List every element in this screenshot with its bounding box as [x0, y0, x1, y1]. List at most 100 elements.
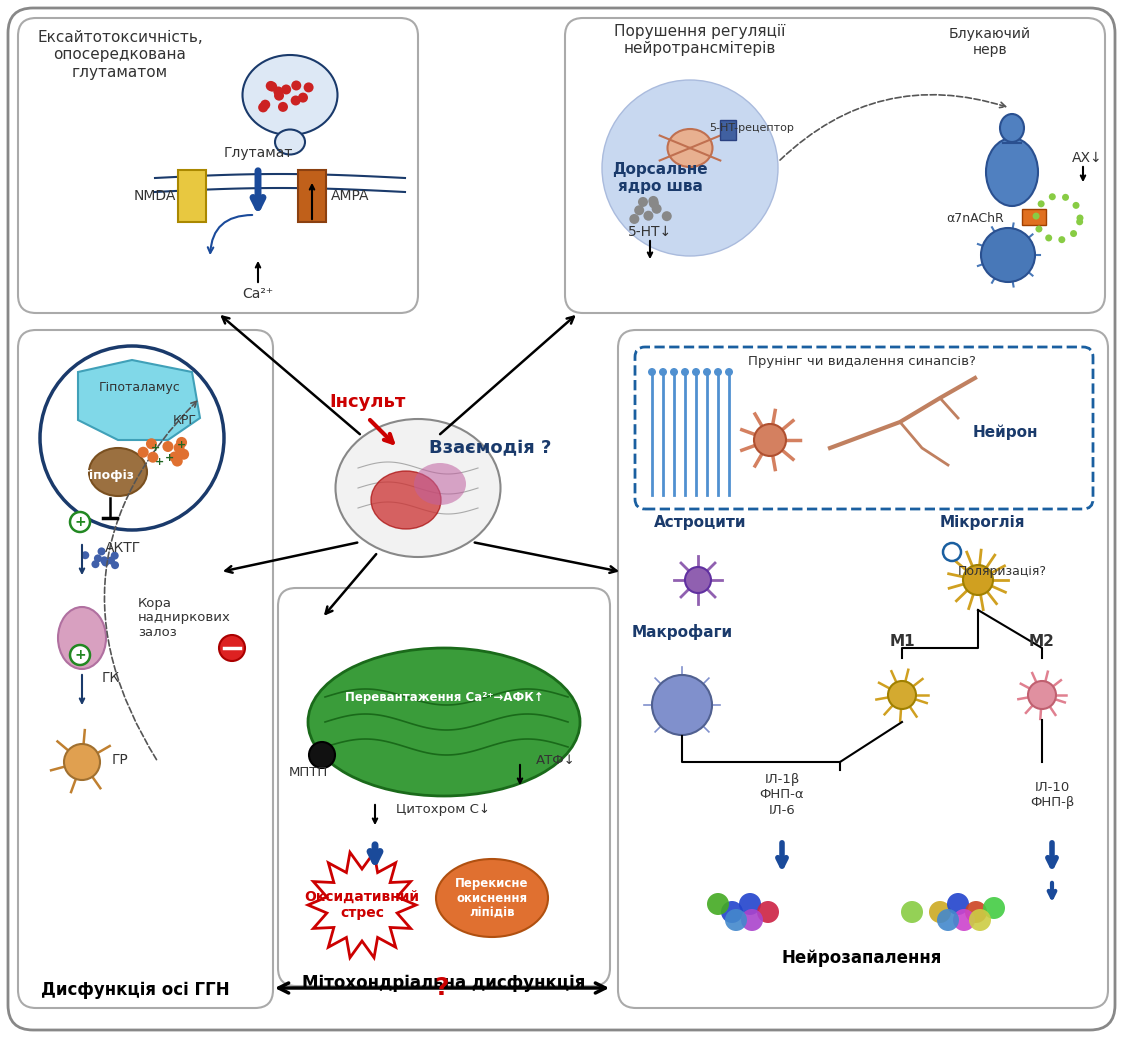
Bar: [298, 170, 326, 222]
Polygon shape: [77, 360, 200, 440]
Text: М1: М1: [889, 634, 915, 650]
Circle shape: [685, 567, 711, 593]
Text: +: +: [155, 457, 165, 467]
Circle shape: [98, 547, 106, 555]
Text: 5-HT↓: 5-HT↓: [628, 225, 672, 239]
Text: Мітохондріальна дисфункція: Мітохондріальна дисфункція: [302, 974, 586, 992]
FancyBboxPatch shape: [279, 588, 610, 986]
Circle shape: [111, 551, 119, 559]
Circle shape: [258, 103, 268, 112]
Circle shape: [81, 551, 89, 559]
Circle shape: [964, 565, 993, 595]
Circle shape: [634, 206, 645, 215]
Circle shape: [163, 441, 173, 452]
Circle shape: [661, 211, 672, 221]
Circle shape: [147, 452, 158, 463]
Circle shape: [1072, 201, 1079, 209]
Circle shape: [1049, 193, 1056, 200]
Circle shape: [648, 196, 658, 206]
Text: Дисфункція осі ГГН: Дисфункція осі ГГН: [40, 981, 229, 999]
Circle shape: [291, 95, 301, 106]
Ellipse shape: [243, 55, 338, 135]
Text: ГК: ГК: [102, 671, 120, 685]
Circle shape: [100, 556, 108, 565]
Circle shape: [1058, 237, 1066, 243]
Circle shape: [754, 424, 786, 456]
Circle shape: [692, 368, 700, 376]
Circle shape: [1070, 230, 1077, 237]
FancyBboxPatch shape: [18, 18, 418, 313]
Text: Цитохром С↓: Цитохром С↓: [396, 803, 490, 817]
Circle shape: [741, 909, 763, 931]
Polygon shape: [308, 852, 416, 958]
Ellipse shape: [414, 463, 466, 506]
Circle shape: [714, 368, 722, 376]
Text: Ca²⁺: Ca²⁺: [243, 286, 274, 301]
Text: +: +: [150, 443, 159, 453]
Circle shape: [1038, 200, 1044, 208]
Text: Дорсальне
ядро шва: Дорсальне ядро шва: [612, 162, 707, 194]
Text: АКТГ: АКТГ: [104, 541, 141, 555]
FancyBboxPatch shape: [8, 8, 1115, 1030]
Circle shape: [70, 645, 90, 665]
Ellipse shape: [89, 448, 147, 496]
Text: Гіпоталамус: Гіпоталамус: [99, 382, 181, 394]
Circle shape: [937, 909, 959, 931]
Circle shape: [670, 368, 678, 376]
Text: Оксидативний
стрес: Оксидативний стрес: [304, 890, 420, 920]
Circle shape: [982, 228, 1035, 282]
Ellipse shape: [275, 130, 305, 155]
Circle shape: [929, 901, 951, 923]
Circle shape: [703, 368, 711, 376]
Circle shape: [643, 211, 654, 221]
Circle shape: [629, 214, 639, 224]
Circle shape: [101, 558, 109, 567]
Circle shape: [757, 901, 779, 923]
Circle shape: [273, 86, 283, 97]
Text: Нейрозапалення: Нейрозапалення: [782, 949, 942, 967]
Circle shape: [107, 556, 115, 565]
Circle shape: [1077, 215, 1084, 221]
FancyBboxPatch shape: [565, 18, 1105, 313]
Circle shape: [725, 368, 733, 376]
Circle shape: [91, 561, 100, 568]
Circle shape: [969, 909, 990, 931]
Circle shape: [983, 897, 1005, 919]
Text: Перевантаження Ca²⁺→АФК↑: Перевантаження Ca²⁺→АФК↑: [345, 691, 544, 705]
Text: ІЛ-1β
ФНП-α
ІЛ-6: ІЛ-1β ФНП-α ІЛ-6: [759, 773, 804, 817]
Text: AMPA: AMPA: [331, 189, 369, 203]
Text: МПТП: МПТП: [289, 766, 328, 780]
Circle shape: [172, 456, 183, 466]
FancyBboxPatch shape: [634, 347, 1093, 509]
Circle shape: [279, 102, 287, 112]
Circle shape: [659, 368, 667, 376]
Circle shape: [1028, 681, 1056, 709]
Circle shape: [94, 554, 102, 563]
Text: Кора
надниркових
залоз: Кора надниркових залоз: [138, 597, 231, 639]
Ellipse shape: [308, 648, 579, 796]
Ellipse shape: [436, 859, 548, 937]
Circle shape: [943, 543, 961, 561]
Circle shape: [146, 438, 157, 449]
Text: Гіпофіз: Гіпофіз: [82, 468, 135, 482]
Text: ?: ?: [435, 976, 449, 1000]
Circle shape: [947, 893, 969, 916]
Circle shape: [602, 80, 778, 256]
Circle shape: [274, 90, 284, 101]
Circle shape: [309, 742, 335, 768]
Bar: [179, 170, 206, 222]
Circle shape: [176, 437, 188, 448]
Text: ІЛ-10
ФНП-β: ІЛ-10 ФНП-β: [1030, 781, 1075, 809]
Circle shape: [111, 562, 119, 569]
Ellipse shape: [371, 471, 441, 529]
Circle shape: [1032, 213, 1040, 220]
Text: Прунінг чи видалення синапсів?: Прунінг чи видалення синапсів?: [748, 355, 976, 368]
Circle shape: [40, 346, 223, 530]
Circle shape: [888, 681, 916, 709]
Text: КРГ: КРГ: [173, 413, 197, 427]
Text: М2: М2: [1029, 634, 1054, 650]
Circle shape: [1035, 225, 1042, 233]
Text: +: +: [74, 648, 85, 662]
Circle shape: [721, 901, 743, 923]
Circle shape: [179, 448, 189, 460]
